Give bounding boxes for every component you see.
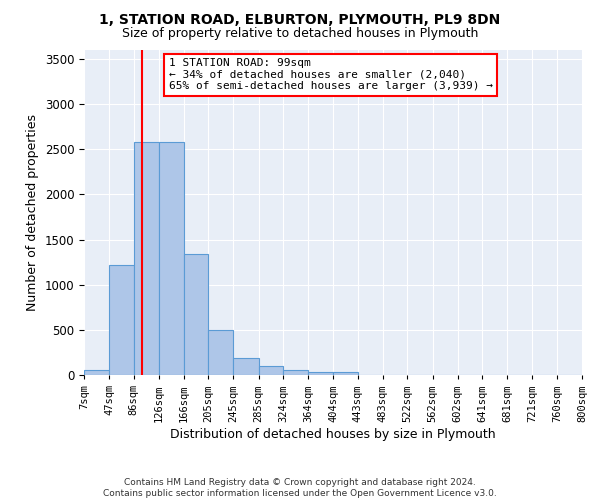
- Text: Size of property relative to detached houses in Plymouth: Size of property relative to detached ho…: [122, 28, 478, 40]
- Bar: [334, 372, 358, 375]
- Bar: [84, 370, 109, 375]
- Bar: [134, 142, 159, 375]
- Text: 1 STATION ROAD: 99sqm
← 34% of detached houses are smaller (2,040)
65% of semi-d: 1 STATION ROAD: 99sqm ← 34% of detached …: [169, 58, 493, 92]
- Bar: [308, 372, 334, 375]
- Text: 1, STATION ROAD, ELBURTON, PLYMOUTH, PL9 8DN: 1, STATION ROAD, ELBURTON, PLYMOUTH, PL9…: [100, 12, 500, 26]
- Y-axis label: Number of detached properties: Number of detached properties: [26, 114, 39, 311]
- Bar: [208, 330, 233, 375]
- Bar: [283, 370, 308, 375]
- X-axis label: Distribution of detached houses by size in Plymouth: Distribution of detached houses by size …: [170, 428, 496, 442]
- Bar: [184, 254, 208, 375]
- Bar: [159, 142, 184, 375]
- Text: Contains HM Land Registry data © Crown copyright and database right 2024.
Contai: Contains HM Land Registry data © Crown c…: [103, 478, 497, 498]
- Bar: [109, 265, 134, 375]
- Bar: [259, 366, 283, 375]
- Bar: [233, 358, 259, 375]
